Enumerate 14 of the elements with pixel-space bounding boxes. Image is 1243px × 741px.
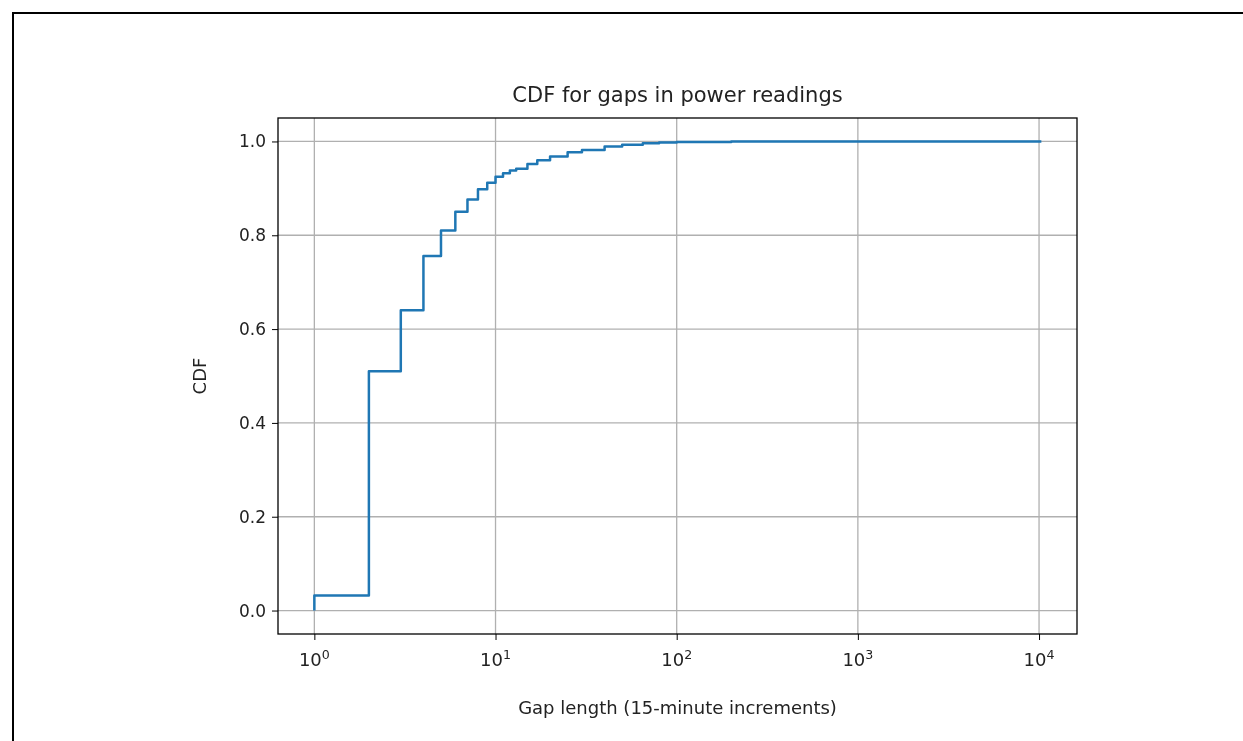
x-tick-label: 10$^{1}$: [480, 646, 511, 670]
y-tick-label: 0.0: [238, 600, 266, 621]
x-tick-label: 10$^{2}$: [661, 646, 693, 670]
chart-title: CDF for gaps in power readings: [512, 83, 843, 107]
x-tick-label: 10$^{0}$: [298, 646, 330, 670]
x-tick-label: 10$^{3}$: [842, 646, 874, 670]
y-tick-label: 0.2: [238, 506, 266, 527]
y-tick-label: 1.0: [238, 131, 266, 152]
x-tick-label: 10$^{4}$: [1023, 646, 1055, 670]
y-tick-label: 0.6: [238, 319, 266, 340]
y-tick-label: 0.4: [238, 412, 266, 433]
x-axis-title: Gap length (15-minute increments): [518, 697, 837, 718]
y-tick-label: 0.8: [238, 225, 266, 246]
y-axis-title: CDF: [189, 357, 210, 395]
